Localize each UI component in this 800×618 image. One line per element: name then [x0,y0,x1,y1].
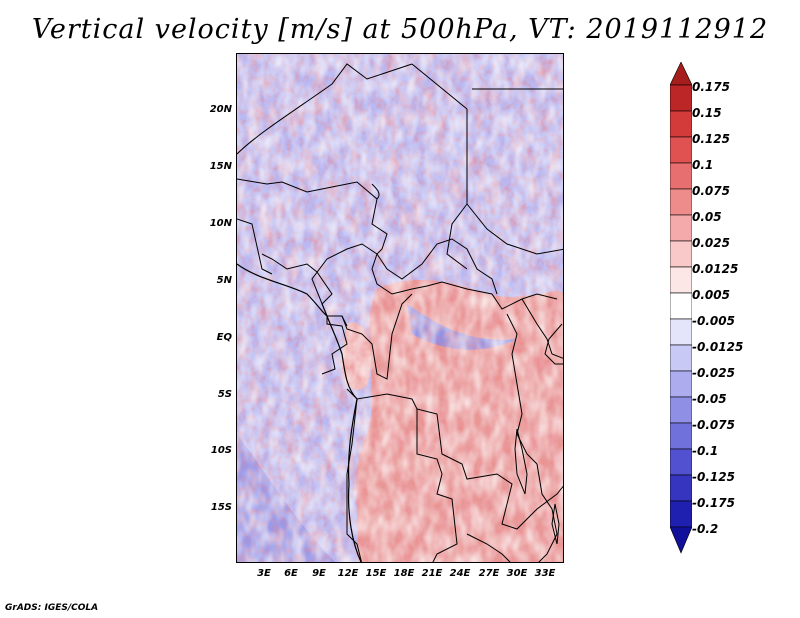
colorbar-label: 0.005 [692,288,730,302]
lon-label: 12E [337,568,359,579]
colorbar-swatch [670,370,692,398]
border-algeria-niger [237,63,413,155]
lake-victoria [544,323,563,365]
map-svg [237,54,563,562]
lon-label: 6E [284,568,298,579]
lon-label: 27E [478,568,500,579]
border-congo [341,293,413,380]
colorbar-label: 0.125 [692,132,730,146]
colorbar-label: 0.075 [692,184,730,198]
coastline [237,263,362,562]
lat-label: 20N [209,104,232,115]
colorbar-label: -0.0125 [692,340,744,354]
colorbar-swatch [670,526,692,554]
colorbar-swatch [670,110,692,138]
colorbar-swatches [670,62,692,554]
border-cameroon [311,243,378,327]
lon-label: 24E [449,568,471,579]
lake-chad [371,183,380,200]
colorbar-swatch [670,214,692,242]
field-speckle-white [237,54,563,562]
lon-label: 33E [534,568,556,579]
colorbar: 0.175 0.15 0.125 0.1 0.075 0.05 0.025 0.… [670,62,760,558]
colorbar-swatch [670,136,692,164]
colorbar-label: -0.2 [692,522,719,536]
colorbar-label: -0.05 [692,392,727,406]
lon-label: 18E [393,568,415,579]
lat-label: 5S [217,389,232,400]
colorbar-swatch [670,500,692,528]
lon-label: 30E [506,568,528,579]
lon-label: 9E [312,568,326,579]
border-nigeria-cameroon [261,253,333,317]
colorbar-swatch [670,448,692,476]
border-niger-nigeria [237,178,388,255]
colorbar-swatch [670,188,692,216]
colorbar-swatch [670,266,692,294]
lat-label: 10N [209,218,232,229]
colorbar-svg [670,62,692,554]
border-gabon [321,316,348,375]
colorbar-label: 0.15 [692,106,722,120]
colorbar-swatch [670,162,692,190]
colorbar-swatch [670,62,692,86]
colorbar-swatch [670,396,692,424]
lon-label: 21E [421,568,443,579]
colorbar-label: -0.025 [692,366,735,380]
border-zambia-zimbabwe [466,533,511,562]
lat-label: 15S [210,502,232,513]
colorbar-label: 0.025 [692,236,730,250]
colorbar-label: 0.05 [692,210,722,224]
border-uganda-kenya [521,298,563,359]
lake-malawi [551,503,560,545]
colorbar-swatch [670,84,692,112]
chart-title: Vertical velocity [m/s] at 500hPa, VT: 2… [31,14,769,45]
border-sudan-ethiopia [466,203,563,255]
colorbar-label: -0.1 [692,444,719,458]
lat-label: 5N [216,275,232,286]
colorbar-label: -0.005 [692,314,735,328]
map-panel [236,53,564,563]
colorbar-swatch [670,292,692,320]
colorbar-swatch [670,344,692,372]
colorbar-swatch [670,474,692,502]
colorbar-label: 0.0125 [692,262,739,276]
colorbar-label: -0.075 [692,418,735,432]
border-drc-angola-zambia [346,388,563,530]
lat-label: 15N [209,161,232,172]
border-car-sudan [376,238,498,295]
colorbar-swatch [670,318,692,346]
border-angola-west [346,398,363,562]
colorbar-label: -0.175 [692,496,735,510]
colorbar-swatch [670,240,692,268]
border-malawi [536,463,558,562]
colorbar-label: -0.125 [692,470,735,484]
colorbar-label: 0.175 [692,80,730,94]
border-libya-chad [411,63,468,270]
border-rwanda-burundi-tanzania [506,313,538,465]
lake-tanganyika [514,428,528,495]
lat-label: EQ [216,332,232,343]
lat-label: 10S [210,445,232,456]
grads-credit: GrADS: IGES/COLA [5,603,99,613]
lon-label: 3E [257,568,271,579]
country-borders [237,63,563,562]
border-angola-zambia [416,409,458,562]
colorbar-label: 0.1 [692,158,714,172]
colorbar-swatch [670,422,692,450]
border-benin [237,218,273,275]
lon-label: 15E [365,568,387,579]
